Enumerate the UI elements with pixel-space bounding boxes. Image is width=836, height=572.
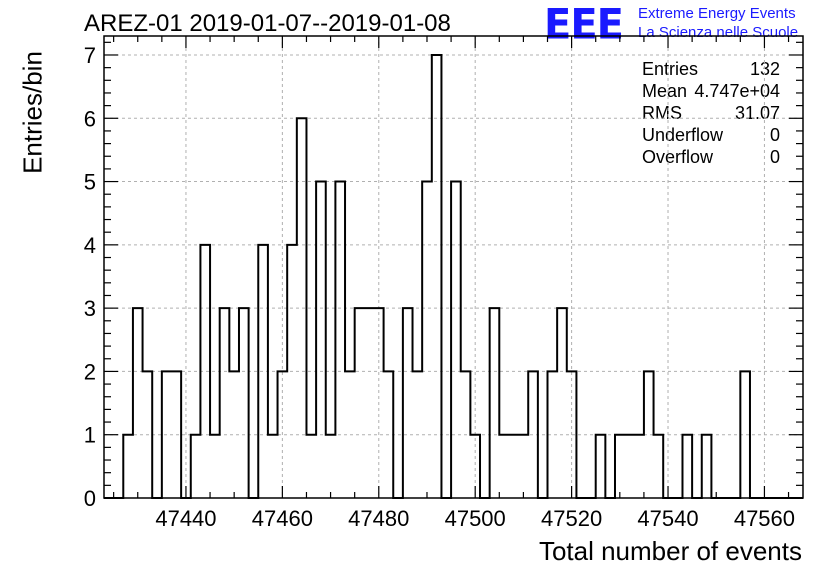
histogram-bin: [654, 435, 664, 498]
stats-row: Underflow 0: [642, 124, 780, 146]
histogram-bin: [403, 308, 413, 498]
y-tick-label: 4: [84, 233, 96, 258]
x-axis-label: Total number of events: [538, 536, 802, 566]
x-tick-label: 47440: [155, 506, 216, 531]
histogram-bin: [191, 435, 201, 498]
stats-row: Mean 4.747e+04: [642, 80, 780, 102]
histogram-bin: [432, 55, 442, 498]
histogram-bin: [364, 308, 374, 498]
histogram-bin: [422, 182, 432, 498]
y-tick-label: 5: [84, 170, 96, 195]
histogram-bin: [239, 308, 249, 498]
x-tick-label: 47460: [252, 506, 313, 531]
x-tick-label: 47520: [541, 506, 602, 531]
stats-key: Overflow: [642, 147, 714, 167]
histogram-bin: [596, 435, 606, 498]
histogram-bin: [519, 435, 529, 498]
stats-key: Mean: [642, 81, 688, 101]
x-tick-label: 47560: [734, 506, 795, 531]
histogram-bin: [133, 308, 143, 498]
y-tick-label: 3: [84, 296, 96, 321]
histogram-bin: [509, 435, 519, 498]
y-axis-label: Entries/bin: [17, 51, 48, 174]
stats-key: Entries: [642, 59, 699, 79]
stats-value: 4.747e+04: [694, 81, 780, 101]
histogram-bin: [682, 435, 692, 498]
stats-box: Entries 132 Mean 4.747e+04 RMS 31.07 Underflow…: [642, 58, 780, 168]
histogram-bin: [557, 308, 567, 498]
histogram-outline: [104, 53, 803, 499]
histogram-bin: [451, 182, 461, 498]
x-tick-label: 47540: [637, 506, 698, 531]
histogram-bin: [625, 435, 635, 498]
histogram-bin: [634, 435, 644, 498]
histogram-bin: [123, 435, 133, 498]
histogram-bin: [490, 308, 500, 498]
histogram-bin: [355, 308, 365, 498]
histogram-bin: [702, 435, 712, 498]
stats-value: 0: [769, 147, 780, 167]
y-tick-label: 7: [84, 43, 96, 68]
plot-frame: [103, 35, 804, 499]
stats-row: Overflow 0: [642, 146, 780, 168]
histogram-bin: [335, 182, 345, 498]
stats-value: 132: [749, 59, 780, 79]
histogram-bin: [220, 308, 230, 498]
histogram-bin: [268, 435, 278, 498]
y-tick-label: 1: [84, 423, 96, 448]
y-tick-label: 0: [84, 486, 96, 511]
stats-value: 0: [769, 125, 780, 145]
histogram-bin: [210, 435, 220, 498]
stats-key: Underflow: [642, 125, 724, 145]
x-tick-label: 47500: [445, 506, 506, 531]
histogram-bin: [499, 435, 509, 498]
stats-row: Entries 132: [642, 58, 780, 80]
y-tick-label: 2: [84, 359, 96, 384]
chart-title: AREZ-01 2019-01-07--2019-01-08: [84, 10, 451, 37]
eee-logo: EEE: [544, 0, 624, 50]
histogram-bin: [306, 435, 316, 498]
y-tick-label: 6: [84, 106, 96, 131]
histogram-bin: [326, 435, 336, 498]
x-tick-label: 47480: [348, 506, 409, 531]
histogram-bin: [615, 435, 625, 498]
logo-line-1: Extreme Energy Events: [638, 5, 796, 22]
histogram-bin: [316, 182, 326, 498]
